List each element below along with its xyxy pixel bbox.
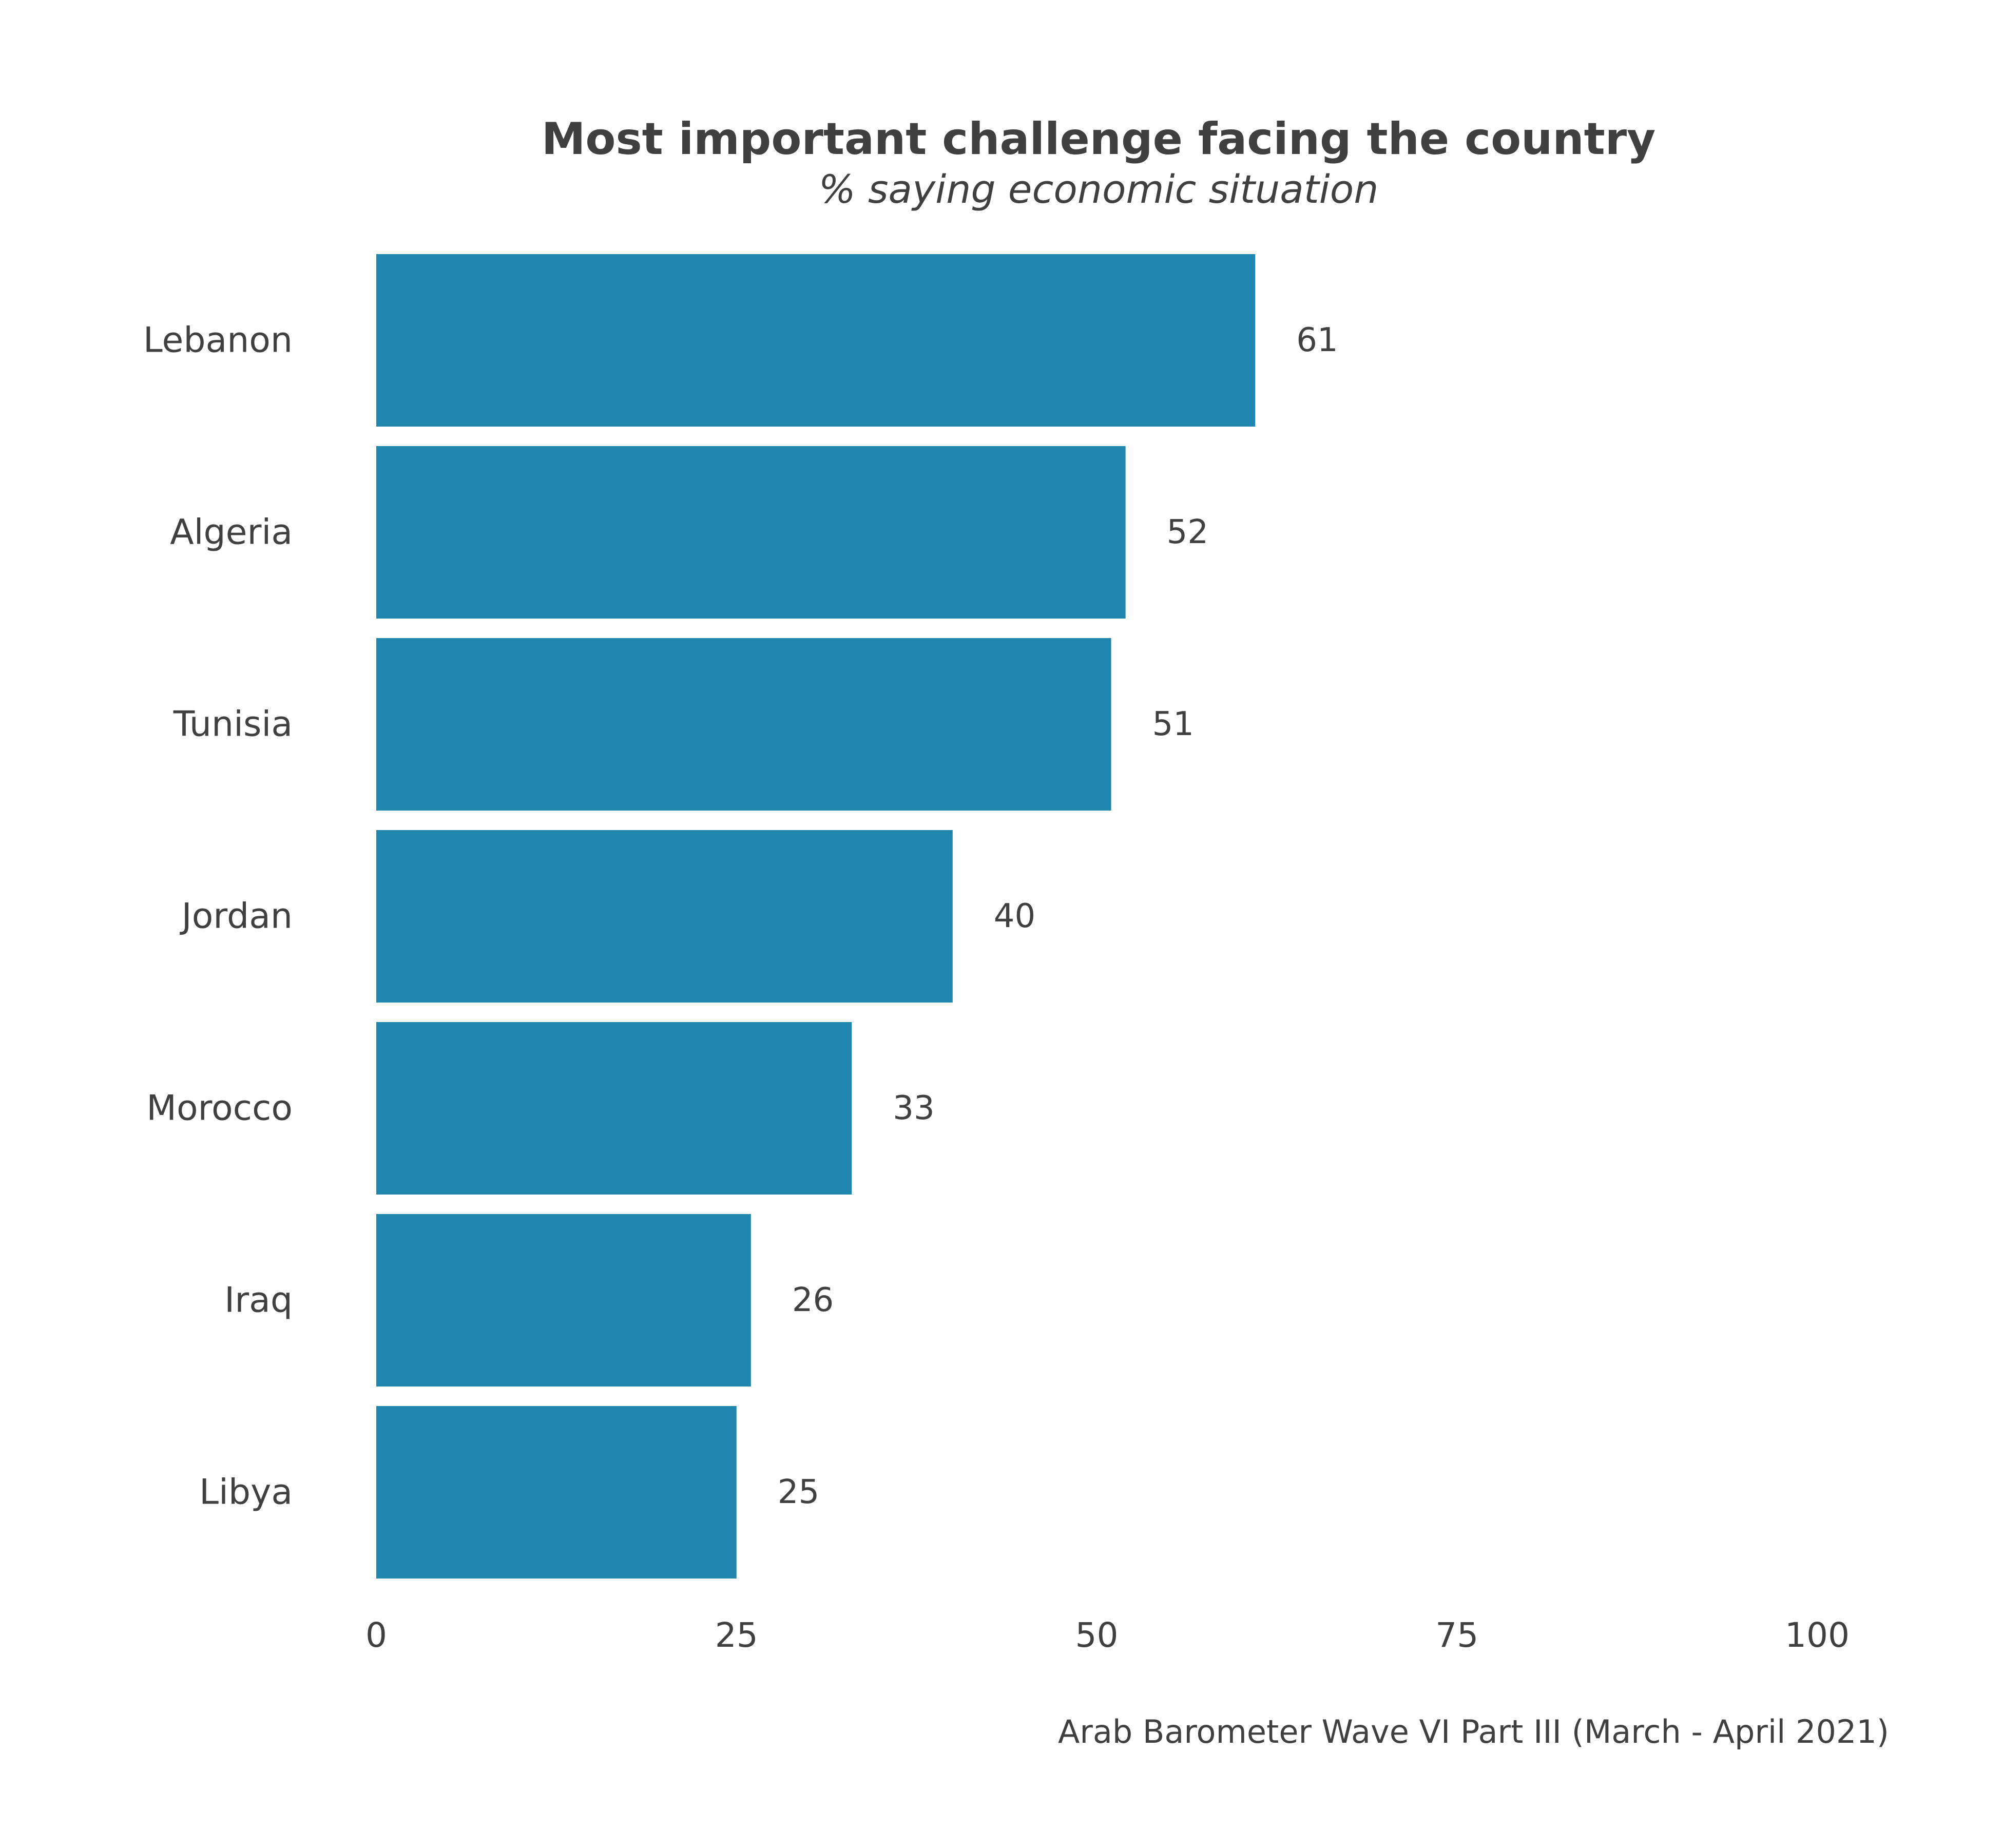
x-tick-label: 50 xyxy=(1075,1615,1119,1655)
x-axis: 0 25 50 75 100 xyxy=(365,1615,1850,1655)
bar-lebanon xyxy=(376,254,1256,427)
x-tick-label: 75 xyxy=(1435,1615,1478,1655)
chart-subtitle: % saying economic situation xyxy=(819,166,1379,212)
bar-iraq xyxy=(376,1214,751,1387)
category-label: Lebanon xyxy=(143,320,293,361)
x-tick-label: 100 xyxy=(1785,1615,1850,1655)
value-label: 61 xyxy=(1296,321,1338,359)
category-label: Jordan xyxy=(180,896,293,937)
bar-algeria xyxy=(376,446,1126,619)
value-label: 40 xyxy=(994,897,1035,935)
x-tick-label: 0 xyxy=(365,1615,387,1655)
value-label: 26 xyxy=(792,1281,834,1319)
value-label: 33 xyxy=(893,1089,934,1127)
category-label: Algeria xyxy=(170,512,293,553)
category-label: Iraq xyxy=(224,1280,293,1321)
category-label: Morocco xyxy=(146,1088,293,1129)
value-label: 52 xyxy=(1167,513,1208,551)
bar-morocco xyxy=(376,1022,852,1195)
category-label: Tunisia xyxy=(173,704,293,745)
x-tick-label: 25 xyxy=(715,1615,758,1655)
bar-jordan xyxy=(376,830,953,1003)
value-label: 25 xyxy=(778,1473,819,1511)
chart-caption: Arab Barometer Wave VI Part III (March -… xyxy=(1058,1713,1889,1750)
chart-title: Most important challenge facing the coun… xyxy=(542,113,1656,165)
bar-tunisia xyxy=(376,638,1111,811)
bar-libya xyxy=(376,1406,737,1578)
bars-group: Lebanon 61 Algeria 52 Tunisia 51 Jordan 40 Moroc… xyxy=(143,254,1338,1578)
category-label: Libya xyxy=(199,1472,293,1513)
value-label: 51 xyxy=(1152,705,1194,743)
